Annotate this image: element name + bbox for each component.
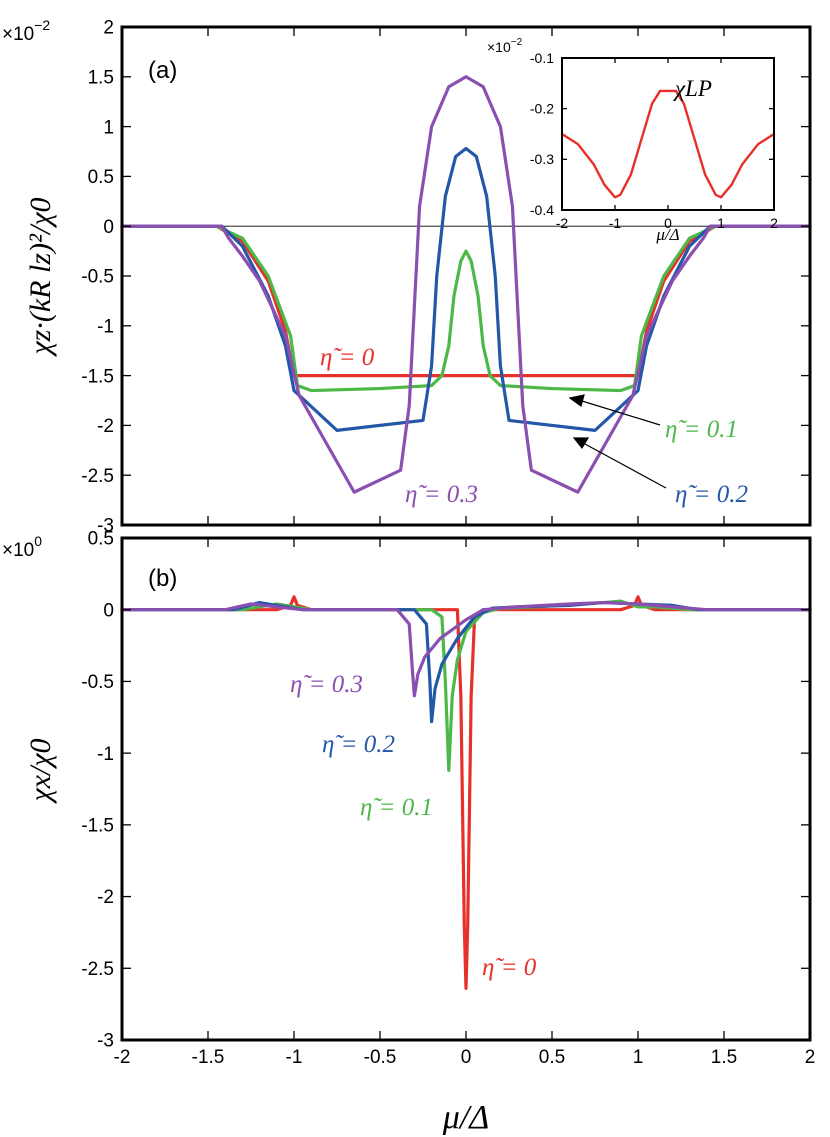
panel-a-ylabel: χz·(kR lz)²/χ0: [24, 197, 57, 357]
panel-a-series: [120, 75, 812, 494]
y-tick-label: -2: [97, 887, 114, 908]
annotation-a-eta-0.1: η̃ = 0.1: [665, 416, 738, 443]
y-tick-label: -2.5: [81, 466, 114, 487]
x-tick-label: -1: [609, 215, 622, 231]
y-tick-label: -0.1: [530, 50, 554, 66]
inset-ticks: -0.4 -0.3 -0.2 -0.1 -2 -1 0 1 2: [530, 50, 778, 231]
y-tick-label: -3: [97, 516, 114, 537]
arrow-eta-0.1: [581, 400, 661, 426]
panel-a: -3 -2.5 -2 -1.5 -1 -0.5 0 0.5 1 1.5 2 (a) ×10−2 χz…: [2, 17, 812, 537]
inset-multiplier: ×10−2: [487, 37, 523, 55]
series-line-a-1: [120, 224, 812, 393]
x-tick-label: 0: [461, 1047, 472, 1068]
x-tick-label: 1.5: [711, 1047, 737, 1068]
inset-background: [558, 58, 774, 210]
y-tick-label: -1.5: [81, 816, 114, 837]
y-tick-label: -2: [97, 416, 114, 437]
y-tick-label: -0.2: [530, 101, 554, 117]
x-tick-label: 2: [770, 215, 778, 231]
series-line-inset-0: [560, 89, 776, 199]
y-tick-label: -1: [97, 744, 114, 765]
annotation-b-eta-0.3: η̃ = 0.3: [290, 671, 363, 698]
x-tick-label: -2: [114, 1047, 131, 1068]
y-tick-label: -0.5: [81, 267, 114, 288]
annotation-a-eta-0.2: η̃ = 0.2: [675, 481, 748, 508]
x-tick-label: 1: [717, 215, 725, 231]
arrowhead-eta-0.1: [568, 394, 585, 407]
x-tick-label: 2: [805, 1047, 816, 1068]
inset-chart: -0.4 -0.3 -0.2 -0.1 -2 -1 0 1 2 ×10−2 χLP μ/Δ: [487, 37, 778, 244]
y-tick-label: 0: [103, 600, 114, 621]
y-tick-label: -0.3: [530, 151, 554, 167]
panel-b-series: [120, 595, 812, 990]
inset-xlabel: μ/Δ: [655, 225, 679, 244]
arrow-eta-0.2: [584, 443, 667, 489]
x-tick-label: 0: [664, 215, 672, 231]
panel-b-ticks: -3 -2.5 -2 -1.5 -1 -0.5 0 0.5 -2 -1.5 -1 -0.5 0 0.5 1 1…: [81, 529, 815, 1068]
annotation-b-eta-0: η̃ = 0: [482, 954, 537, 981]
arrowhead-eta-0.2: [572, 437, 590, 450]
x-tick-label: -1: [286, 1047, 303, 1068]
x-tick-label: -0.5: [364, 1047, 397, 1068]
y-tick-label: -0.5: [81, 672, 114, 693]
series-line-a-0: [120, 224, 812, 378]
annotation-arrows: [568, 394, 667, 489]
y-tick-label: 1.5: [88, 67, 114, 88]
y-tick-label: -0.4: [530, 202, 554, 218]
x-axis-label: μ/Δ: [442, 1099, 489, 1136]
panel-a-label: (a): [148, 57, 177, 84]
panel-b-ylabel: χx/χ0: [24, 738, 57, 804]
y-tick-label: -1: [97, 316, 114, 337]
panel-b: -3 -2.5 -2 -1.5 -1 -0.5 0 0.5 -2 -1.5 -1 -0.5 0 0.5 1 1…: [2, 529, 815, 1068]
y-tick-label: -2.5: [81, 959, 114, 980]
y-tick-label: -1.5: [81, 366, 114, 387]
x-tick-label: -1.5: [192, 1047, 225, 1068]
annotation-a-eta-0.3: η̃ = 0.3: [405, 481, 478, 508]
inset-series: [560, 89, 776, 199]
series-line-b-0: [120, 595, 812, 990]
annotation-b-eta-0.1: η̃ = 0.1: [360, 794, 433, 821]
y-tick-label: 1: [103, 117, 114, 138]
series-line-a-2: [120, 146, 812, 432]
annotation-a-eta-0: η̃ = 0: [320, 344, 375, 371]
panel-b-label: (b): [148, 565, 177, 592]
inset-label: χLP: [673, 76, 712, 101]
x-tick-label: 0.5: [539, 1047, 565, 1068]
annotation-b-eta-0.2: η̃ = 0.2: [322, 731, 395, 758]
y-tick-label: 0: [103, 217, 114, 238]
y-tick-label: 0.5: [88, 167, 114, 188]
panel-a-ticks: -3 -2.5 -2 -1.5 -1 -0.5 0 0.5 1 1.5 2: [81, 18, 811, 537]
series-line-a-3: [120, 75, 812, 494]
x-tick-label: 1: [633, 1047, 644, 1068]
y-tick-label: -3: [97, 1031, 114, 1052]
y-tick-label: 2: [103, 18, 114, 39]
y-tick-label: 0.5: [88, 529, 114, 550]
panel-a-multiplier: ×10−2: [2, 17, 50, 45]
panel-b-multiplier: ×100: [2, 533, 42, 561]
x-tick-label: -2: [556, 215, 569, 231]
series-line-b-3: [120, 600, 812, 698]
